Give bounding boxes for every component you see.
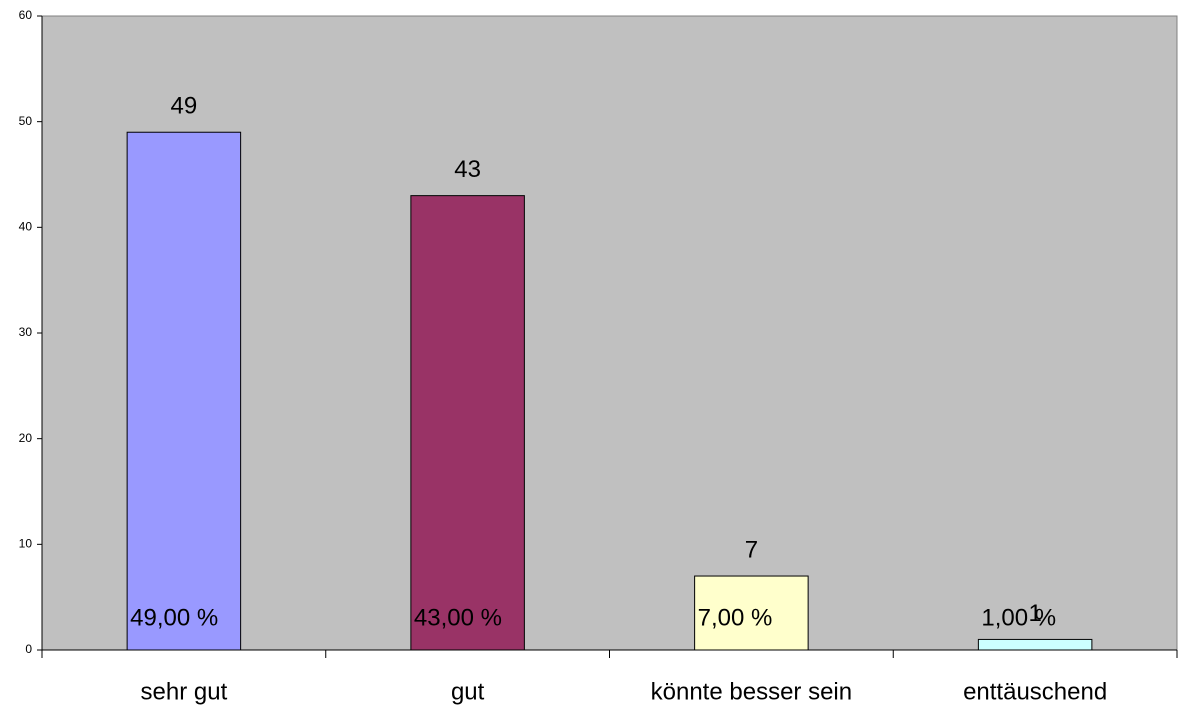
y-tick-label: 50 (19, 114, 33, 128)
data-label: 49 (171, 93, 198, 120)
y-tick-label: 10 (19, 537, 33, 551)
y-tick-label: 0 (25, 642, 32, 656)
data-label: 43 (454, 156, 481, 183)
percent-label: 49,00 % (130, 604, 218, 631)
x-tick-label: enttäuschend (963, 678, 1107, 705)
bar (977, 638, 1093, 651)
x-tick-label: sehr gut (141, 678, 228, 705)
percent-label: 7,00 % (698, 604, 773, 631)
y-tick-label: 40 (19, 220, 33, 234)
bar (694, 575, 809, 651)
bar (410, 195, 525, 651)
x-tick-label: könnte besser sein (651, 678, 852, 705)
percent-label: 43,00 % (414, 604, 502, 631)
data-label: 7 (745, 536, 758, 563)
bar (126, 131, 242, 651)
y-tick-label: 60 (19, 8, 33, 22)
data-label: 1 (1028, 600, 1041, 627)
y-tick-label: 30 (19, 325, 33, 339)
percent-label: 1,00 % (981, 604, 1056, 631)
x-tick-label: gut (451, 678, 485, 705)
y-tick-label: 20 (19, 431, 33, 445)
